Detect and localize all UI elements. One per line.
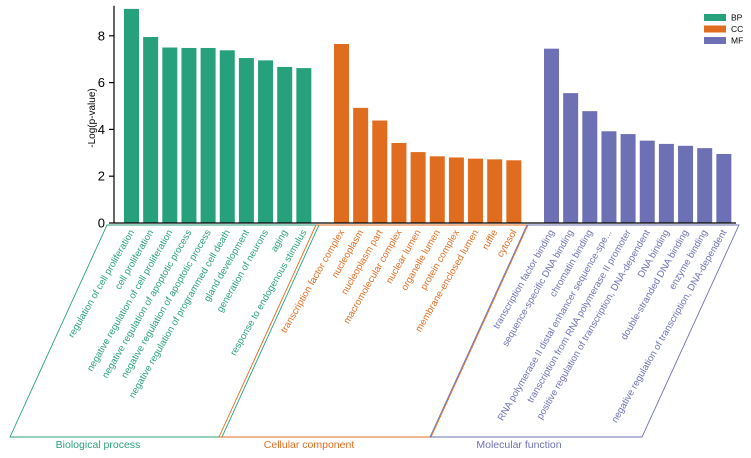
bar-mf-1 — [544, 48, 559, 223]
bar-cc-5 — [410, 152, 426, 223]
bar-bp-8 — [258, 60, 274, 224]
y-axis-title: -Log(p-value) — [87, 88, 98, 147]
bar-bp-7 — [238, 58, 254, 223]
bar-bp-2 — [143, 36, 159, 223]
bar-mf-10 — [716, 153, 732, 223]
bar-mf-5 — [620, 134, 636, 223]
bar-cc-3 — [372, 120, 388, 223]
y-tick-label-0: 0 — [98, 216, 105, 231]
group-brackets: Biological process Cellular component Mole… — [9, 224, 740, 451]
bar-cc-10 — [506, 160, 522, 223]
legend-label-mf: MF — [731, 36, 743, 46]
legend-swatch-mf — [704, 37, 726, 44]
bar-mf-7 — [658, 143, 674, 223]
bar-bp-4 — [181, 47, 197, 223]
bar-mf-2 — [563, 93, 579, 223]
group-bracket-cc — [218, 224, 529, 438]
bar-cc-1 — [334, 43, 349, 223]
bar-bp-3 — [162, 47, 178, 223]
legend-label-bp: BP — [731, 13, 743, 23]
bar-cc-2 — [353, 107, 369, 223]
y-tick-label-6: 6 — [98, 75, 105, 90]
group-bracket-mf — [429, 224, 740, 438]
bar-bp-1 — [124, 8, 139, 224]
bar-mf-6 — [639, 140, 655, 223]
y-tick-label-4: 4 — [98, 122, 105, 137]
legend-swatch-bp — [704, 14, 726, 21]
group-label-bp: Biological process — [56, 439, 141, 451]
bar-bp-5 — [200, 47, 216, 223]
bar-bp-10 — [296, 68, 312, 223]
legend-swatch-cc — [704, 25, 726, 33]
group-label-mf: Molecular function — [476, 439, 561, 451]
bar-bp-6 — [219, 50, 235, 223]
category-label-cc-1: transcription factor complex — [279, 228, 347, 335]
bar-bp-9 — [277, 66, 293, 223]
bar-mf-9 — [697, 148, 713, 223]
bar-mf-4 — [601, 131, 617, 223]
bar-cc-6 — [429, 156, 445, 223]
y-tick-label-8: 8 — [98, 28, 105, 43]
legend-label-cc: CC — [731, 24, 743, 34]
bar-cc-7 — [448, 157, 464, 223]
y-tick-label-2: 2 — [98, 169, 105, 184]
y-axis: 0 2 4 6 8 -Log(p-value) — [87, 5, 736, 231]
group-label-cc: Cellular component — [264, 439, 355, 451]
bar-cc-9 — [487, 159, 503, 223]
bar-cc-4 — [391, 142, 407, 223]
bar-cc-8 — [468, 158, 484, 223]
bar-mf-8 — [678, 145, 694, 223]
bars-layer — [124, 8, 732, 224]
bar-mf-3 — [582, 111, 598, 223]
